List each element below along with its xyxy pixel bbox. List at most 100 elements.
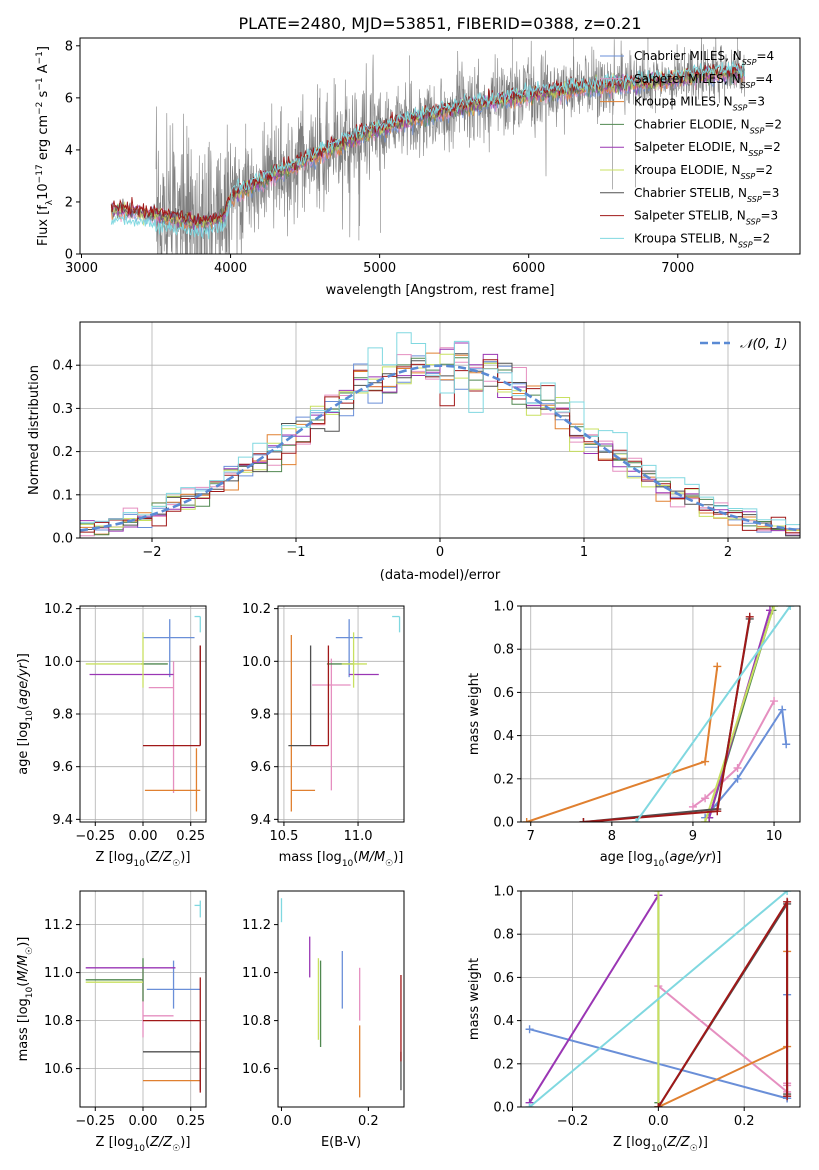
plot-area (85, 615, 201, 812)
x-axis-label: E(B-V) (321, 1135, 361, 1150)
plot-area (280, 898, 402, 1098)
x-tick-label: 0.00 (129, 1114, 158, 1129)
series-point-marker (525, 1025, 534, 1034)
series-point-marker (701, 818, 710, 822)
x-axis-label: Z [log10(Z/Z☉)] (613, 1135, 708, 1154)
series-point-marker (783, 1092, 792, 1101)
x-tick-label: −0.2 (557, 1114, 589, 1129)
y-tick-label: 10.2 (242, 602, 271, 617)
x-tick-label: −0.25 (75, 1114, 115, 1129)
x-tick-label: 11.0 (344, 829, 373, 844)
y-axis-label: Flux [fλ10−17 erg cm−2 s−1 A−1] (35, 46, 55, 246)
series-kroupa-miles (522, 662, 722, 822)
series-point-marker (701, 794, 710, 803)
age-vs-z-panel: −0.25 0.00 0.25 9.4 9.6 9.8 10.0 10.2 Z [log10(Z… (16, 602, 207, 869)
y-tick-label: 11.0 (44, 966, 73, 981)
x-tick-label: 0 (436, 545, 444, 560)
errorbar-kroupa-elodie (341, 632, 367, 688)
errorbar-chabrier-elodie (85, 958, 144, 1002)
series-line (704, 606, 775, 822)
series-point-marker (522, 818, 531, 822)
legend-entry-label: Kroupa MILES, NSSP=3 (634, 95, 765, 113)
legend-entry-label: Salpeter STELIB, NSSP=3 (634, 209, 778, 227)
y-tick-label: 0.0 (493, 1101, 514, 1116)
x-tick-label: 0.0 (648, 1114, 669, 1129)
x-axis-label: age [log10(age/yr)] (600, 850, 722, 869)
y-tick-label: 9.4 (250, 813, 271, 828)
errorbar-chabrier-miles (143, 619, 195, 678)
y-tick-label: 4 (65, 143, 73, 158)
x-tick-label: 6000 (512, 261, 545, 276)
series-line (528, 891, 788, 1107)
x-tick-label: 3000 (65, 261, 98, 276)
series-point-marker (654, 1103, 663, 1107)
series-point-marker (654, 891, 663, 895)
y-tick-label: 0.4 (493, 1014, 514, 1029)
series-point-marker (783, 897, 792, 906)
observed-spectrum (155, 38, 745, 254)
series-point-marker (713, 807, 722, 816)
series-point-marker (733, 774, 742, 783)
y-tick-label: 0.3 (52, 402, 73, 417)
errorbar-chabrier-stelib (288, 645, 312, 747)
x-tick-label: −1 (286, 545, 305, 560)
y-tick-label: 0.0 (52, 532, 73, 547)
histogram-kroupa-stelib (80, 332, 800, 526)
mass-vs-z-panel: −0.25 0.00 0.25 10.6 10.8 11.0 11.2 Z [log10(Z/… (16, 890, 207, 1154)
errorbar-salpeter-stelib (143, 977, 201, 1093)
y-tick-label: 10.8 (242, 1014, 271, 1029)
legend-entry-label: 𝒩(0, 1) (740, 337, 787, 352)
x-tick-label: 8 (608, 829, 616, 844)
series-line (528, 894, 660, 1104)
y-tick-label: 9.6 (250, 760, 271, 775)
errorbar-kroupa-stelib (392, 615, 401, 633)
x-tick-label: 7000 (661, 261, 694, 276)
y-tick-label: 0.2 (493, 772, 514, 787)
errorbar-salpeter-stelib (143, 645, 201, 747)
x-tick-label: 2 (724, 545, 732, 560)
series-point-marker (745, 612, 754, 621)
y-tick-label: 0.8 (493, 643, 514, 658)
age-vs-mass-panel: 10.5 11.0 9.4 9.6 9.8 10.0 10.2 mass [log10(M/M… (242, 602, 405, 869)
y-tick-label: 10.0 (242, 655, 271, 670)
weight-vs-age-panel: 7 8 9 10 0.0 0.2 0.4 0.6 0.8 1.0 age [log10(age/yr… (467, 600, 801, 869)
y-tick-label: 0.6 (493, 686, 514, 701)
y-tick-label: 6 (65, 91, 73, 106)
y-axis-label: mass [log10(M/M☉)] (16, 937, 35, 1062)
series-point-marker (701, 757, 710, 766)
y-tick-label: 9.4 (52, 813, 73, 828)
histogram-panel: −2 −1 0 1 2 0.0 0.1 0.2 0.3 0.4 (data-model)/error… (27, 321, 801, 583)
series-point-marker (770, 697, 779, 706)
series-point-marker (713, 662, 722, 671)
legend-entry-label: Chabrier MILES, NSSP=4 (634, 49, 774, 67)
errorbar-kroupa-elodie (85, 632, 144, 688)
series-point-marker (632, 818, 641, 822)
weight-vs-z-panel: −0.2 0.0 0.2 0.0 0.2 0.4 0.6 0.8 1.0 Z [log10(Z/Z… (467, 885, 801, 1154)
y-tick-label: 0.2 (52, 445, 73, 460)
series-point-marker (783, 891, 792, 895)
model-spectrum-kroupa-stelib (110, 60, 745, 240)
y-axis-label: Normed distribution (27, 365, 42, 495)
series-kroupa-elodie (701, 606, 779, 822)
legend: Chabrier MILES, NSSP=4 Salpeter MILES, NS… (600, 49, 782, 249)
legend-entry-label: Chabrier STELIB, NSSP=3 (634, 186, 779, 204)
plot-area (85, 900, 201, 1093)
model-spectrum-chabrier-stelib (110, 64, 745, 229)
errorbar-salpeter-miles (148, 661, 175, 794)
series-line (704, 706, 788, 819)
y-tick-label: 0.4 (493, 729, 514, 744)
x-tick-label: 0.2 (358, 1114, 379, 1129)
x-axis-label: (data-model)/error (380, 568, 501, 583)
plot-area (110, 38, 745, 254)
errorbar-kroupa-stelib (194, 615, 201, 633)
errorbar-salpeter-stelib (310, 645, 330, 747)
mass-vs-ebv-panel: 0.0 0.2 10.6 10.8 11.0 11.2 E(B-V) (242, 890, 405, 1150)
figure-title: PLATE=2480, MJD=53851, FIBERID=0388, z=0… (238, 14, 641, 33)
y-tick-label: 2 (65, 195, 73, 210)
y-tick-label: 11.2 (242, 918, 271, 933)
spectrum-panel: 3000 4000 5000 6000 7000 0 2 4 6 8 wavelength [Ang… (35, 37, 801, 298)
axes-frame (520, 890, 801, 1108)
y-tick-label: 11.0 (242, 966, 271, 981)
y-axis-label: age [log10(age/yr)] (16, 653, 35, 775)
